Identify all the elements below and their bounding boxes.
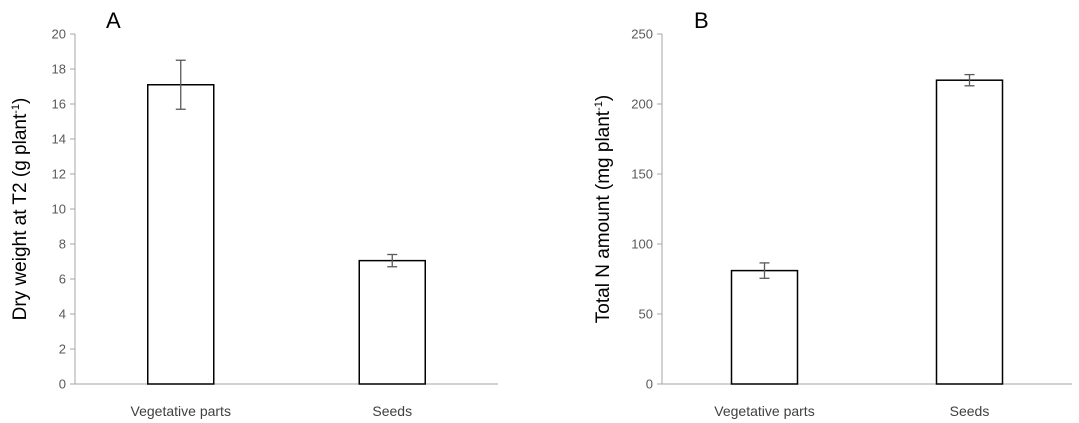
y-tick-label: 8 (59, 237, 66, 252)
y-tick-label: 10 (52, 202, 66, 217)
y-axis-title: Total N amount (mg plant-1) (593, 95, 614, 323)
chart-panel-b: 0 50 100 150 200 250 Vegetative parts Seeds B Tot… (593, 8, 1072, 419)
x-category-label: Vegetative parts (131, 403, 231, 419)
y-axis-title-text: Total N amount (mg plant (593, 110, 614, 323)
y-tick-label: 150 (631, 167, 653, 182)
y-tick-label: 100 (631, 237, 653, 252)
y-axis-title-close: ) (593, 95, 614, 101)
y-tick-label: 12 (52, 167, 66, 182)
panel-label: A (106, 8, 121, 33)
y-tick-label: 200 (631, 97, 653, 112)
x-category-label: Seeds (372, 403, 412, 419)
y-tick-label: 6 (59, 272, 66, 287)
y-tick-label: 2 (59, 342, 66, 357)
panel-label: B (694, 8, 709, 33)
y-axis-title-superscript: -1 (593, 101, 605, 111)
y-tick-label: 0 (646, 377, 653, 392)
bar-seeds (935, 79, 1004, 385)
y-tick-label: 50 (639, 307, 653, 322)
y-tick-label: 20 (52, 27, 66, 42)
y-tick-label: 18 (52, 62, 66, 77)
y-axis-title-text: Dry weight at T2 (g plant (10, 113, 31, 320)
y-tick-label: 250 (631, 27, 653, 42)
y-axis-title: Dry weight at T2 (g plant-1) (10, 98, 31, 321)
y-tick-label: 16 (52, 97, 66, 112)
bar-vegetative-parts (730, 269, 799, 385)
y-tick-label: 4 (59, 307, 66, 322)
x-category-label: Vegetative parts (714, 403, 814, 419)
x-category-label: Seeds (950, 403, 990, 419)
chart-panel-a: 0 2 4 6 8 10 12 14 16 18 20 Vegetative parts Seeds A D… (10, 8, 498, 419)
bar-seeds (358, 259, 426, 385)
bar-vegetative-parts (147, 84, 215, 385)
y-tick-label: 14 (52, 132, 66, 147)
y-axis-title-superscript: -1 (10, 104, 22, 114)
y-tick-label: 0 (59, 377, 66, 392)
y-axis-title-close: ) (10, 98, 31, 104)
